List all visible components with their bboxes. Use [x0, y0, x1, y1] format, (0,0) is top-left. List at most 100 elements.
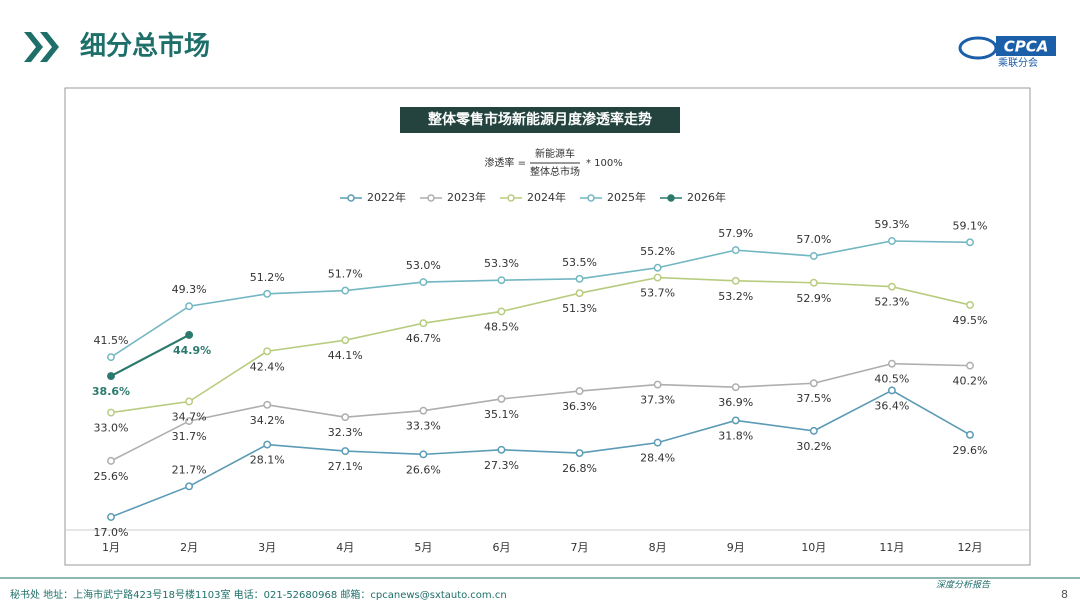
point	[653, 380, 662, 389]
x-tick-label: 6月	[492, 541, 510, 554]
data-label: 27.1%	[328, 460, 363, 473]
point	[185, 302, 194, 311]
x-tick-label: 1月	[102, 541, 120, 554]
data-label: 52.3%	[874, 296, 909, 309]
logo-text: CPCA	[1004, 38, 1049, 56]
point	[497, 276, 506, 285]
data-label: 53.7%	[640, 287, 675, 300]
data-label: 34.2%	[250, 414, 285, 427]
data-label: 53.2%	[718, 290, 753, 303]
point	[341, 336, 350, 345]
point	[497, 445, 506, 454]
point	[966, 361, 974, 370]
point	[341, 413, 350, 422]
point	[731, 276, 740, 285]
point	[731, 246, 740, 255]
point	[575, 387, 584, 396]
point	[263, 400, 272, 409]
legend-marker	[587, 194, 595, 202]
data-label: 48.5%	[484, 320, 519, 333]
point	[341, 447, 350, 456]
logo-box	[996, 36, 1056, 56]
point	[263, 440, 272, 449]
data-label: 26.6%	[406, 463, 441, 476]
data-label: 46.7%	[406, 332, 441, 345]
data-label: 55.2%	[640, 245, 675, 258]
point	[731, 416, 740, 425]
point	[107, 353, 115, 362]
data-label: 40.5%	[874, 373, 909, 386]
point	[887, 282, 896, 291]
point	[341, 286, 350, 295]
data-label: 49.3%	[172, 283, 207, 296]
data-label: 53.3%	[484, 257, 519, 270]
point	[809, 252, 818, 260]
x-tick-label: 5月	[414, 541, 432, 554]
point	[809, 379, 818, 388]
data-label: 27.3%	[484, 459, 519, 472]
point	[185, 331, 194, 339]
data-label: 49.5%	[953, 314, 988, 327]
data-label: 51.2%	[250, 271, 285, 284]
legend-label: 2022年	[367, 190, 406, 204]
point	[185, 397, 194, 406]
footer-contact: 秘书处 地址：上海市武宁路423号18号楼1103室 电话：021-526809…	[10, 588, 507, 601]
point	[185, 482, 194, 491]
point	[966, 238, 974, 247]
point	[653, 438, 662, 447]
point	[653, 263, 662, 272]
data-label: 37.3%	[640, 394, 675, 407]
data-label: 26.8%	[562, 462, 597, 475]
point	[419, 278, 428, 287]
x-tick-label: 10月	[801, 541, 826, 554]
point	[107, 513, 115, 521]
chevrons	[24, 32, 59, 62]
data-label: 28.1%	[250, 454, 285, 467]
point	[263, 347, 272, 356]
point	[966, 300, 974, 309]
data-label: 25.6%	[94, 470, 129, 483]
legend-marker	[347, 194, 355, 202]
legend-label: 2026年	[687, 190, 726, 204]
footer-report: 深度分析报告	[936, 580, 991, 591]
data-label: 30.2%	[796, 440, 831, 453]
point	[107, 372, 115, 381]
page-title: 细分总市场	[80, 31, 210, 62]
data-label: 44.1%	[328, 349, 363, 362]
point	[653, 273, 662, 282]
data-label: 28.4%	[640, 452, 675, 465]
x-tick-label: 12月	[958, 541, 983, 554]
point	[809, 426, 818, 435]
data-label: 17.0%	[94, 526, 129, 539]
point	[575, 449, 584, 458]
point	[966, 430, 974, 439]
chart-title: 整体零售市场新能源月度渗透率走势	[427, 111, 652, 128]
x-tick-label: 8月	[649, 541, 667, 554]
legend-marker	[507, 194, 515, 202]
page-number: 8	[1061, 588, 1068, 601]
series-line	[110, 333, 190, 378]
data-label: 59.3%	[874, 218, 909, 231]
series-line	[110, 389, 971, 518]
data-label: 36.3%	[562, 400, 597, 413]
chart-frame	[64, 87, 1031, 566]
data-label: 32.3%	[328, 426, 363, 439]
data-label: 42.4%	[250, 360, 285, 373]
point	[497, 394, 506, 403]
data-label: 31.7%	[172, 430, 207, 443]
data-label: 57.0%	[796, 233, 831, 246]
legend-marker	[427, 194, 435, 202]
point	[575, 274, 584, 283]
data-label: 36.4%	[874, 399, 909, 412]
point	[185, 417, 194, 426]
x-tick-label: 3月	[258, 541, 276, 554]
point	[731, 383, 740, 392]
logo-mark	[958, 36, 998, 60]
title-box	[400, 107, 680, 133]
data-label: 29.6%	[953, 444, 988, 457]
formula-factor: * 100%	[586, 158, 623, 169]
point	[107, 408, 115, 417]
data-label: 33.0%	[94, 422, 129, 435]
point	[419, 450, 428, 459]
data-label: 37.5%	[796, 392, 831, 405]
